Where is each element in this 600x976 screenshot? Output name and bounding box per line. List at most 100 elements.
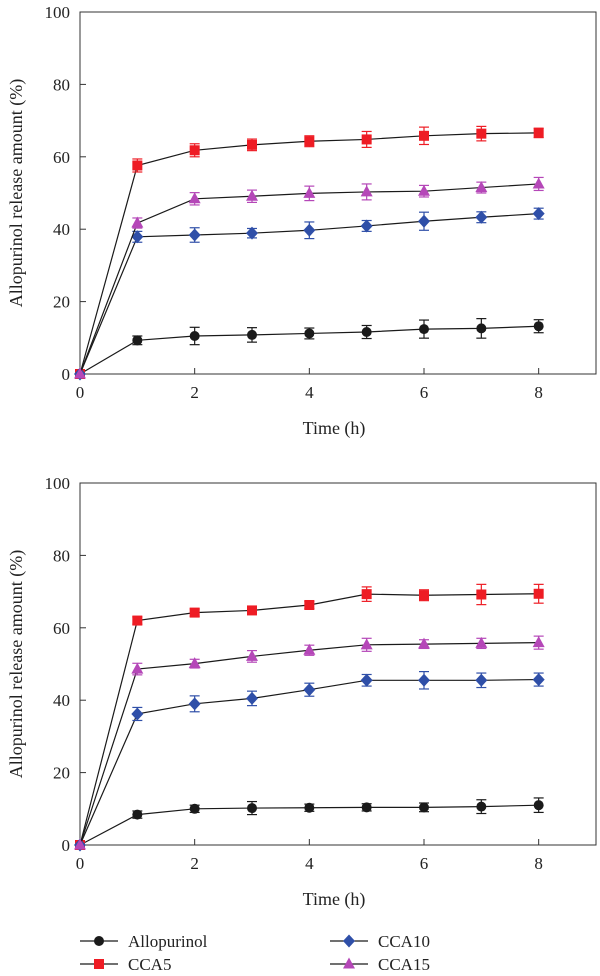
data-point xyxy=(476,589,487,600)
series-cca5 xyxy=(75,583,544,850)
data-point xyxy=(418,184,430,196)
y-tick-label: 20 xyxy=(53,764,70,783)
data-point xyxy=(533,800,544,811)
y-tick-label: 0 xyxy=(62,365,71,384)
y-tick-label: 60 xyxy=(53,148,70,167)
data-point xyxy=(246,649,258,661)
data-point xyxy=(131,230,144,244)
data-point xyxy=(132,160,143,171)
y-tick-label: 40 xyxy=(53,691,70,710)
data-point xyxy=(475,673,488,687)
y-tick-label: 60 xyxy=(53,619,70,638)
series-cca5 xyxy=(75,125,544,379)
data-point xyxy=(533,127,544,138)
legend-item-allopurinol: Allopurinol xyxy=(80,932,208,951)
y-tick-label: 20 xyxy=(53,293,70,312)
x-axis-label: Time (h) xyxy=(303,889,366,910)
data-point xyxy=(132,615,143,626)
data-point xyxy=(361,589,372,600)
data-point xyxy=(532,207,545,221)
x-tick-label: 6 xyxy=(420,383,429,402)
y-tick-label: 80 xyxy=(53,75,70,94)
x-tick-label: 8 xyxy=(534,854,543,873)
data-point xyxy=(74,838,86,850)
x-tick-label: 0 xyxy=(76,854,85,873)
data-point xyxy=(361,327,372,338)
data-point xyxy=(533,321,544,332)
plot-frame xyxy=(79,11,597,375)
data-point xyxy=(131,707,144,721)
data-point xyxy=(360,185,373,197)
legend-label: Allopurinol xyxy=(128,932,208,951)
y-tick-label: 0 xyxy=(62,836,71,855)
y-tick-label: 40 xyxy=(53,220,70,239)
data-point xyxy=(418,214,430,228)
data-point xyxy=(247,803,257,814)
data-point xyxy=(475,636,488,648)
series-cca15 xyxy=(74,176,545,379)
series-line xyxy=(79,183,539,375)
data-point xyxy=(131,662,144,674)
legend-item-cca15: CCA15 xyxy=(330,955,430,974)
x-tick-label: 8 xyxy=(534,383,543,402)
data-point xyxy=(247,139,257,150)
legend-label: CCA15 xyxy=(378,955,430,974)
legend-item-cca5: CCA5 xyxy=(80,955,171,974)
data-point xyxy=(532,636,545,648)
legend-marker xyxy=(94,959,104,969)
x-tick-label: 6 xyxy=(420,854,429,873)
x-axis-label: Time (h) xyxy=(303,418,366,439)
series-line xyxy=(79,642,539,846)
data-point xyxy=(246,226,258,240)
data-point xyxy=(476,801,487,812)
data-point xyxy=(475,210,488,224)
data-point xyxy=(188,697,201,711)
data-point xyxy=(188,657,201,669)
legend-marker xyxy=(343,957,355,969)
data-point xyxy=(360,219,373,233)
legend: Allopurinol CCA5 CCA10 CCA15 xyxy=(80,932,430,974)
legend-label: CCA5 xyxy=(128,955,171,974)
data-point xyxy=(360,673,373,687)
data-point xyxy=(189,145,200,156)
chart-panel-bottom: 0 20 40 60 80 100 0 2 4 6 8 Time (h) Allopurinol rel… xyxy=(6,474,597,910)
legend-marker xyxy=(94,936,104,946)
data-point xyxy=(303,683,316,697)
data-point xyxy=(303,223,316,237)
data-point xyxy=(247,329,257,340)
series-allopurinol xyxy=(75,797,544,850)
data-point xyxy=(303,643,316,655)
series-cca15 xyxy=(74,635,545,850)
data-point xyxy=(132,809,143,820)
data-point xyxy=(361,134,372,145)
series-cca10 xyxy=(74,671,545,852)
data-point xyxy=(246,189,258,201)
data-point xyxy=(189,607,200,618)
y-tick-label: 80 xyxy=(53,546,70,565)
data-point xyxy=(188,228,201,242)
data-point xyxy=(304,599,315,610)
x-tick-label: 0 xyxy=(76,383,85,402)
data-point xyxy=(419,130,429,141)
data-point xyxy=(532,177,545,189)
x-tick-label: 4 xyxy=(305,383,314,402)
legend-label: CCA10 xyxy=(378,932,430,951)
data-point xyxy=(533,588,544,599)
data-point xyxy=(360,638,373,650)
x-tick-label: 4 xyxy=(305,854,314,873)
chart-panel-top: 0 20 40 60 80 100 0 2 4 6 8 Time (h) Allopurinol rel… xyxy=(6,3,597,439)
data-point xyxy=(476,128,487,139)
data-point xyxy=(74,367,86,379)
y-tick-label: 100 xyxy=(45,3,71,22)
data-point xyxy=(304,328,315,339)
data-point xyxy=(361,802,372,813)
x-tick-label: 2 xyxy=(190,383,199,402)
data-point xyxy=(532,673,545,687)
data-point xyxy=(189,330,200,341)
data-point xyxy=(418,637,430,649)
y-axis-label: Allopurinol release amount (%) xyxy=(6,79,27,307)
data-point xyxy=(418,673,430,687)
plot-frame xyxy=(79,482,597,846)
data-point xyxy=(131,216,144,228)
